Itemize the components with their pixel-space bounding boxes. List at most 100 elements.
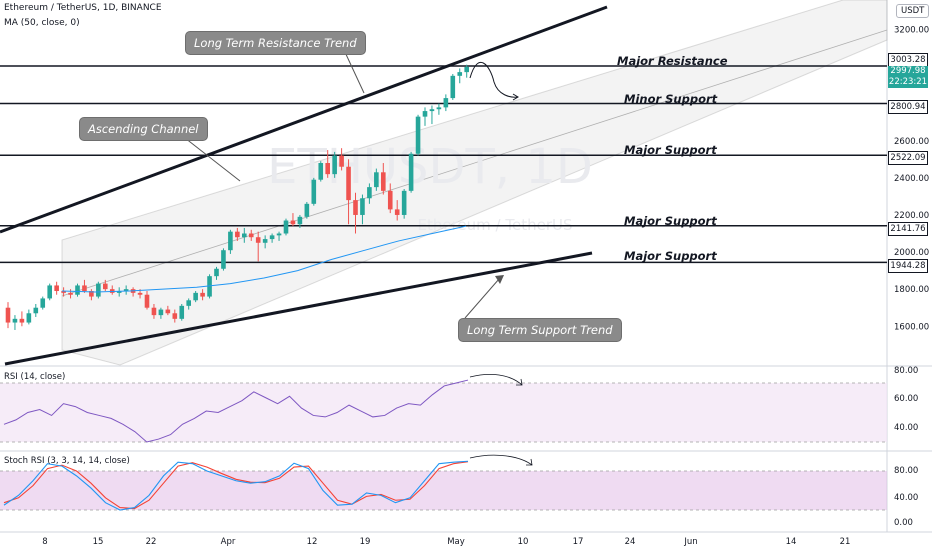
candle[interactable] — [429, 109, 435, 112]
resistance-callout-pointer — [343, 49, 365, 94]
level-tag-3003[interactable]: 3003.28 — [888, 53, 928, 67]
channel-midline — [61, 29, 888, 297]
candle[interactable] — [374, 172, 379, 188]
ascending-channel-callout[interactable]: Ascending Channel — [79, 117, 208, 141]
candle[interactable] — [262, 239, 268, 243]
price-axis-tick: 2400.00 — [894, 174, 929, 184]
support-callout-arrow — [495, 275, 504, 284]
symbol-legend[interactable]: Ethereum / TetherUS, 1D, BINANCE — [4, 3, 162, 13]
ascending-channel[interactable] — [61, 0, 888, 366]
ma-legend[interactable]: MA (50, close, 0) — [4, 18, 80, 28]
candle[interactable] — [325, 163, 330, 175]
rsi-line[interactable] — [3, 379, 469, 443]
candle[interactable] — [367, 187, 372, 199]
currency-button[interactable]: USDT — [896, 4, 930, 18]
candle[interactable] — [457, 72, 463, 76]
candle[interactable] — [235, 231, 240, 238]
candle[interactable] — [394, 209, 400, 215]
price-axis[interactable]: 3200.00 2600.00 2400.00 2200.00 2000.00 1800.… — [894, 25, 929, 332]
ma50-line[interactable] — [61, 225, 467, 293]
level-tag-2141[interactable]: 2141.76 — [888, 222, 928, 236]
candle[interactable] — [422, 111, 428, 117]
candle[interactable] — [353, 200, 358, 215]
stoch-axis-80: 80.00 — [894, 466, 918, 476]
level-tag-1944[interactable]: 1944.28 — [888, 259, 928, 273]
candle[interactable] — [172, 313, 178, 319]
long-term-support-trendline[interactable] — [4, 251, 593, 366]
candle[interactable] — [214, 268, 219, 277]
candle[interactable] — [61, 291, 66, 293]
candle[interactable] — [443, 98, 449, 108]
current-price: 2997.98 — [890, 66, 926, 76]
candle[interactable] — [200, 292, 205, 297]
support-trend-callout[interactable]: Long Term Support Trend — [458, 318, 622, 342]
candle[interactable] — [276, 233, 282, 236]
horizontal-levels — [0, 65, 887, 264]
watermark-sub: Ethereum / TetherUS — [418, 216, 573, 234]
candle[interactable] — [116, 291, 122, 293]
candle[interactable] — [54, 285, 59, 292]
candle[interactable] — [228, 231, 233, 251]
candle[interactable] — [332, 155, 337, 175]
candle[interactable] — [75, 285, 80, 295]
candle[interactable] — [179, 305, 185, 319]
candle[interactable] — [103, 283, 108, 290]
candle[interactable] — [165, 309, 171, 314]
candle[interactable] — [158, 309, 164, 316]
candle[interactable] — [123, 289, 129, 292]
candle[interactable] — [47, 285, 52, 299]
candle[interactable] — [193, 292, 198, 301]
candle[interactable] — [304, 203, 310, 217]
stoch-d-line[interactable] — [3, 461, 469, 510]
candle[interactable] — [283, 220, 289, 234]
candle[interactable] — [415, 116, 421, 154]
candle[interactable] — [436, 107, 442, 110]
current-price-tag[interactable]: 2997.98 22:23:21 — [888, 66, 928, 88]
candle[interactable] — [318, 163, 324, 180]
long-term-resistance-trendline[interactable] — [0, 5, 608, 234]
candle[interactable] — [82, 285, 87, 292]
candle[interactable] — [96, 283, 101, 297]
candle[interactable] — [381, 172, 386, 191]
candle[interactable] — [19, 318, 25, 323]
candle[interactable] — [401, 190, 407, 215]
candle[interactable] — [40, 298, 46, 308]
candle[interactable] — [26, 313, 32, 323]
candle[interactable] — [464, 66, 469, 73]
level-tag-2800[interactable]: 2800.94 — [888, 100, 928, 114]
candle[interactable] — [255, 237, 261, 243]
candle[interactable] — [68, 292, 73, 295]
candle[interactable] — [248, 233, 254, 238]
resistance-trend-callout[interactable]: Long Term Resistance Trend — [185, 31, 366, 55]
candle[interactable] — [311, 179, 317, 204]
candle[interactable] — [5, 307, 11, 323]
candles — [5, 64, 469, 330]
candle[interactable] — [144, 294, 150, 308]
candle[interactable] — [269, 235, 275, 240]
candle[interactable] — [290, 220, 296, 225]
candle[interactable] — [360, 198, 365, 215]
candle[interactable] — [151, 307, 157, 316]
candle[interactable] — [408, 153, 414, 191]
candle[interactable] — [450, 75, 456, 99]
price-axis-tick: 1600.00 — [894, 322, 929, 332]
candle[interactable] — [33, 307, 39, 314]
candle[interactable] — [12, 318, 18, 323]
candle[interactable] — [89, 291, 94, 297]
candle[interactable] — [339, 155, 344, 167]
stoch-rsi-legend[interactable]: Stoch RSI (3, 3, 14, 14, close) — [4, 456, 130, 466]
stoch-k-line[interactable] — [3, 460, 469, 511]
rsi-axis-60: 60.00 — [894, 394, 918, 404]
candle[interactable] — [242, 233, 247, 238]
candle[interactable] — [387, 190, 393, 210]
candle[interactable] — [297, 216, 303, 225]
level-tag-2522[interactable]: 2522.09 — [888, 151, 928, 165]
rsi-legend[interactable]: RSI (14, close) — [4, 372, 66, 382]
time-axis[interactable]: 8 15 22 Apr 12 19 May 10 17 24 Jun 14 21 — [42, 537, 850, 547]
candle[interactable] — [186, 300, 191, 306]
candle[interactable] — [221, 250, 226, 269]
candle[interactable] — [346, 166, 351, 201]
candle[interactable] — [137, 292, 143, 295]
time-axis-label: 10 — [518, 537, 529, 547]
